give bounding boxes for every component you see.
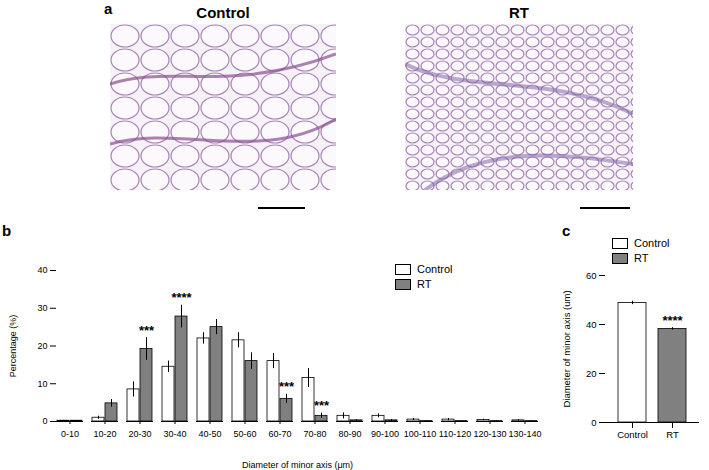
svg-text:0: 0 bbox=[591, 417, 596, 428]
svg-text:40: 40 bbox=[586, 319, 597, 330]
svg-text:20: 20 bbox=[586, 368, 597, 379]
svg-text:80-90: 80-90 bbox=[338, 429, 361, 439]
svg-text:20-30: 20-30 bbox=[128, 429, 151, 439]
html-text:Control: Control bbox=[417, 263, 453, 275]
html-text:c: c bbox=[562, 222, 571, 239]
svg-text:30: 30 bbox=[37, 303, 47, 313]
svg-text:Diameter of minor axis (μm): Diameter of minor axis (μm) bbox=[242, 460, 353, 470]
svg-text:120-130: 120-130 bbox=[473, 429, 506, 439]
svg-text:***: *** bbox=[279, 379, 295, 394]
svg-text:20: 20 bbox=[37, 341, 47, 351]
svg-text:0-10: 0-10 bbox=[61, 429, 79, 439]
svg-text:****: **** bbox=[171, 290, 192, 305]
svg-text:90-100: 90-100 bbox=[371, 429, 399, 439]
svg-text:10-20: 10-20 bbox=[93, 429, 116, 439]
svg-text:Control: Control bbox=[617, 429, 648, 440]
svg-text:110-120: 110-120 bbox=[439, 429, 471, 439]
svg-text:***: *** bbox=[314, 398, 330, 413]
html-text:RT: RT bbox=[417, 278, 432, 290]
svg-text:70-80: 70-80 bbox=[303, 429, 326, 439]
svg-text:Diameter of minor axis (um): Diameter of minor axis (um) bbox=[561, 290, 572, 407]
svg-text:0: 0 bbox=[42, 416, 47, 426]
svg-text:40: 40 bbox=[37, 265, 47, 275]
html-text:RT: RT bbox=[509, 4, 529, 21]
html-text:Control: Control bbox=[634, 237, 670, 249]
svg-text:30-40: 30-40 bbox=[163, 429, 186, 439]
svg-text:***: *** bbox=[139, 323, 155, 338]
svg-text:40-50: 40-50 bbox=[198, 429, 221, 439]
svg-text:10: 10 bbox=[37, 379, 47, 389]
svg-text:60: 60 bbox=[586, 270, 597, 281]
svg-text:60-70: 60-70 bbox=[268, 429, 291, 439]
svg-text:RT: RT bbox=[666, 429, 679, 440]
html-text:b: b bbox=[2, 222, 12, 239]
svg-text:****: **** bbox=[662, 313, 683, 328]
html-text:RT: RT bbox=[634, 252, 649, 264]
html-text:a: a bbox=[104, 0, 113, 17]
svg-text:100-110: 100-110 bbox=[404, 429, 436, 439]
svg-text:50-60: 50-60 bbox=[233, 429, 256, 439]
svg-text:Percentage (%): Percentage (%) bbox=[8, 315, 18, 378]
svg-text:130-140: 130-140 bbox=[508, 429, 541, 439]
html-text:Control: Control bbox=[196, 4, 250, 21]
